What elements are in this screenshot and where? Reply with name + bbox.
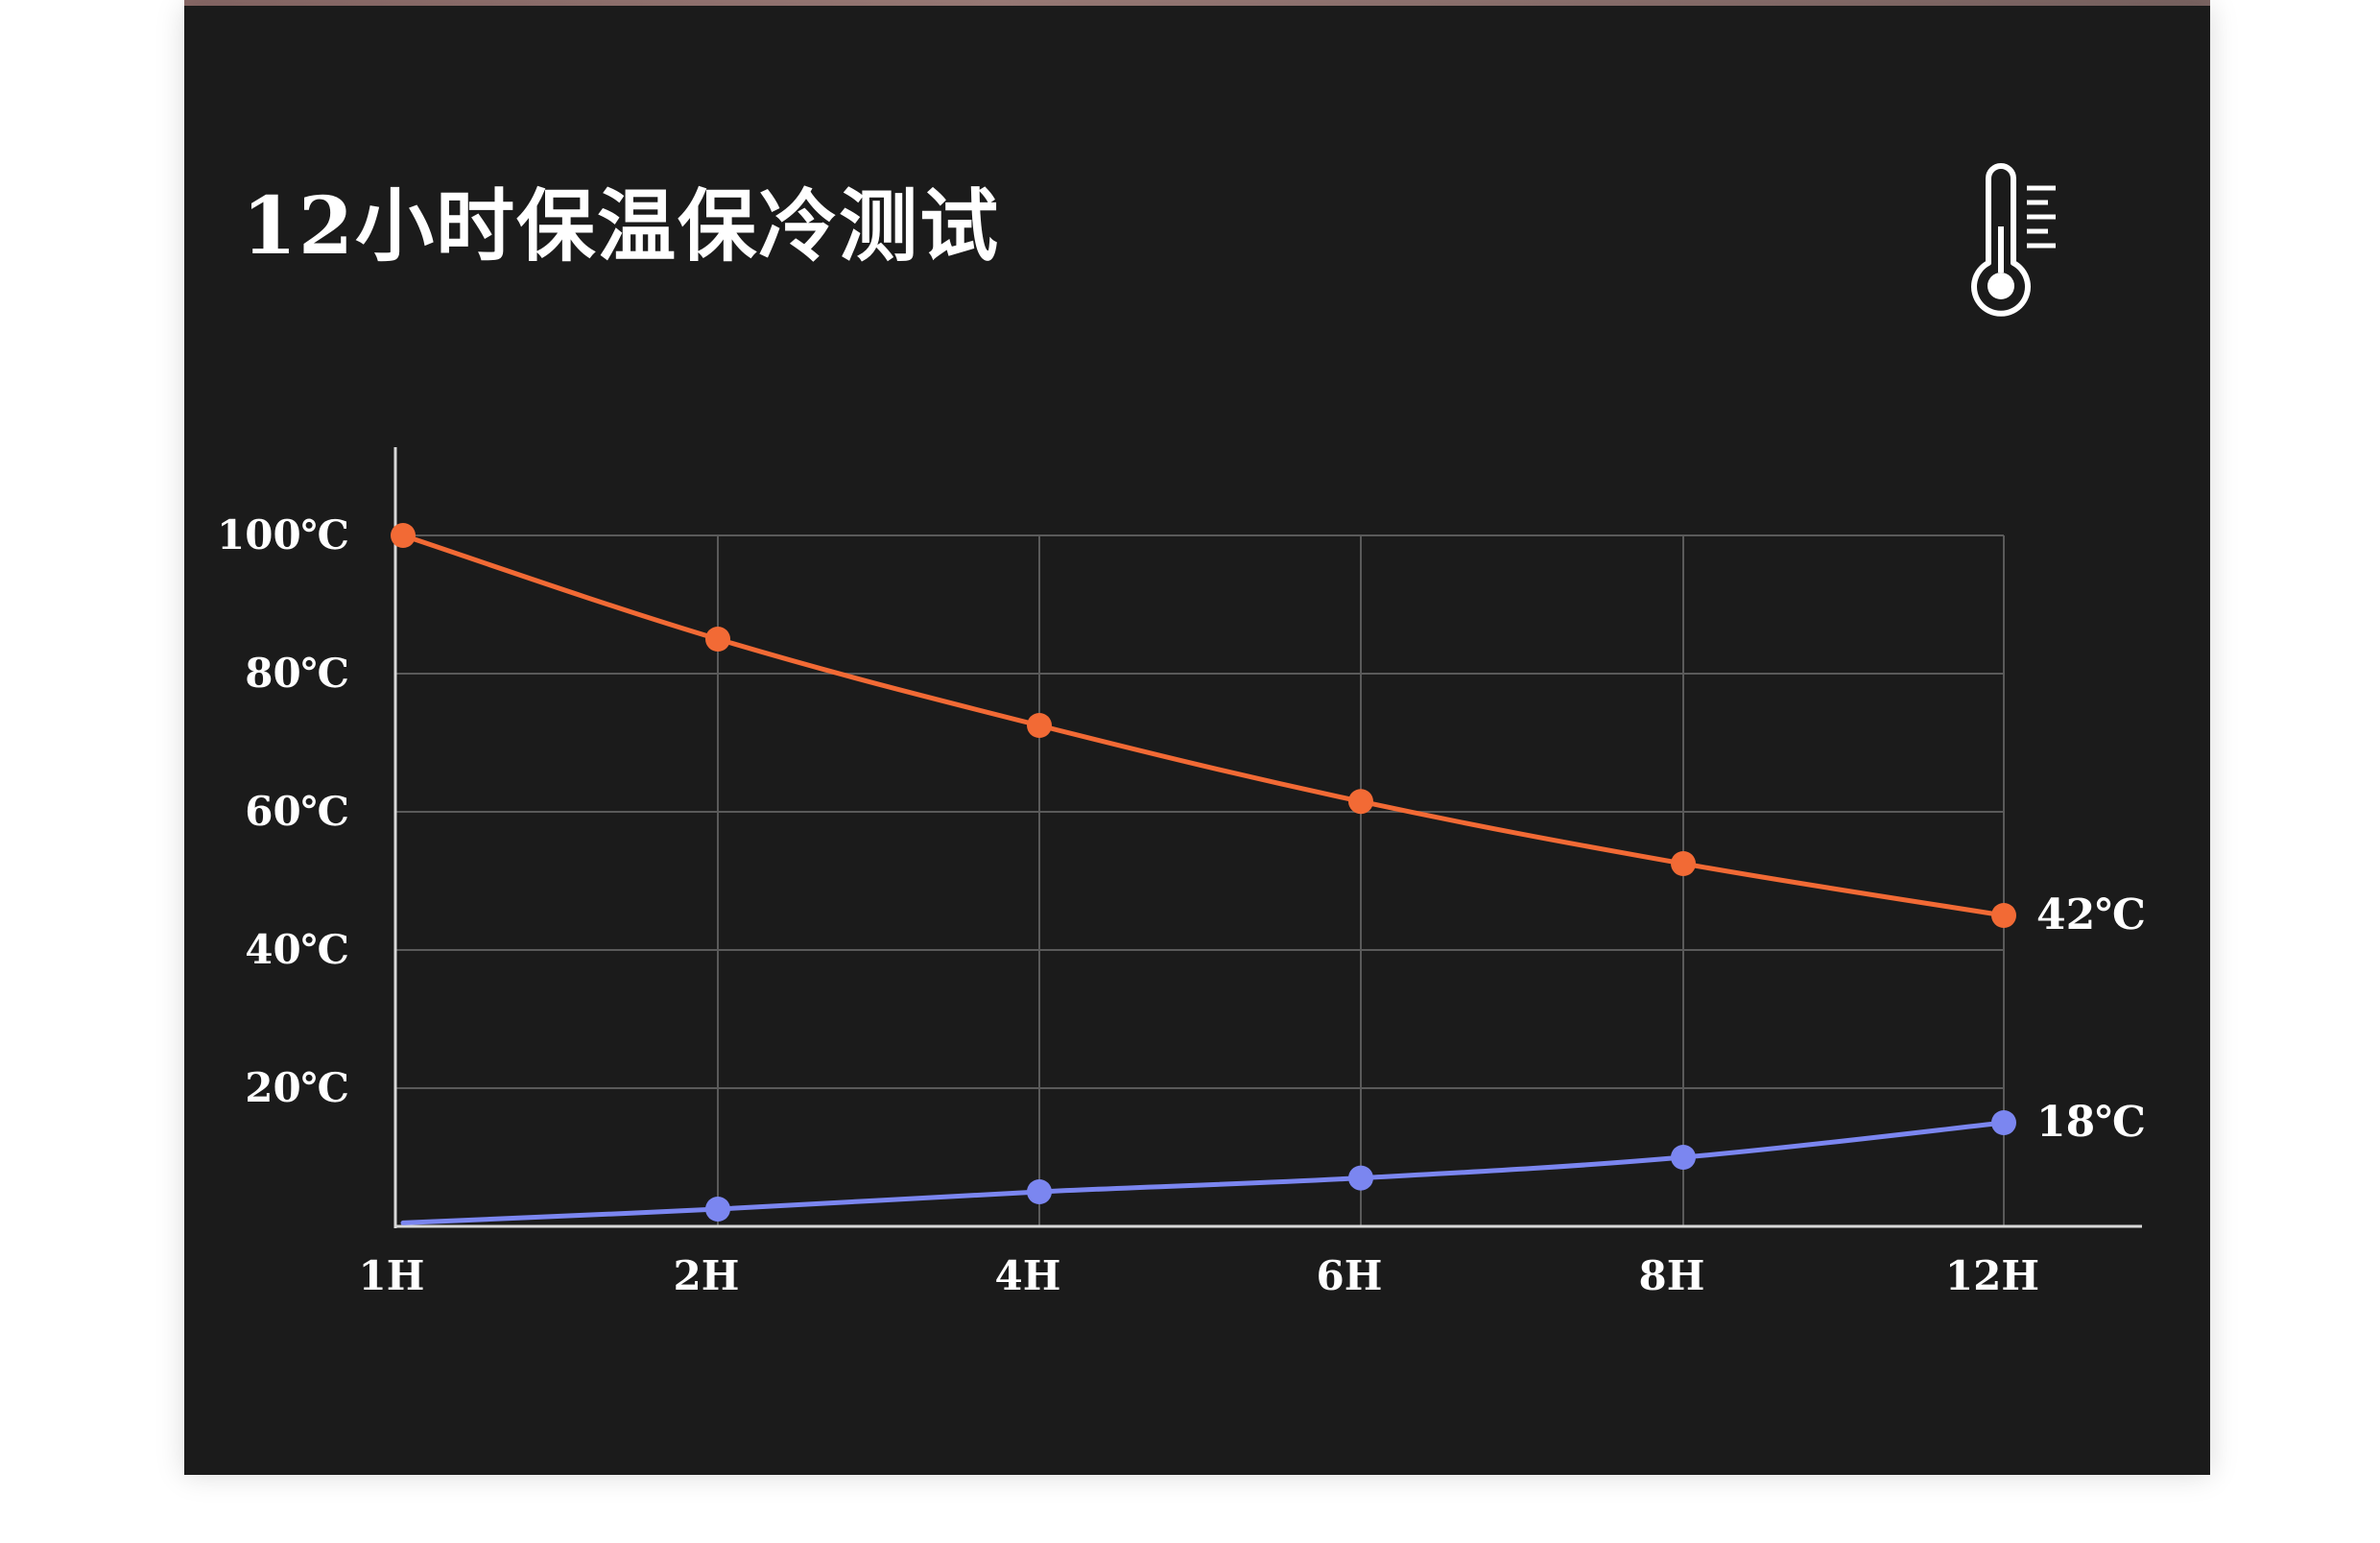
y-tick-label: 100℃ xyxy=(217,511,349,558)
top-image-strip xyxy=(184,0,2210,6)
data-point-cold xyxy=(705,1197,730,1222)
temperature-line-chart: 100℃ 80℃ 60℃ 40℃ 20℃ 1H 2H 4H 6H 8H 12H 42℃ 18℃ xyxy=(217,447,2146,1299)
x-tick-label: 6H xyxy=(1317,1252,1383,1299)
chart-panel: 12小时保温保冷测试 100℃ 80℃ 60℃ 40℃ 20℃ 1H 2H 4H 6H 8H 12H… xyxy=(184,6,2210,1475)
x-tick-label: 8H xyxy=(1639,1252,1705,1299)
x-tick-label: 4H xyxy=(995,1252,1061,1299)
thermometer-icon xyxy=(1971,163,2056,317)
data-point-hot xyxy=(391,523,416,548)
x-tick-label: 1H xyxy=(359,1252,425,1299)
data-point-cold xyxy=(1991,1110,2016,1135)
data-point-hot xyxy=(1348,789,1373,815)
x-tick-label: 2H xyxy=(674,1252,740,1299)
y-tick-label: 80℃ xyxy=(245,650,349,697)
y-tick-label: 60℃ xyxy=(245,788,349,835)
series-line-hot xyxy=(400,533,2007,918)
end-value-label-cold: 18℃ xyxy=(2036,1098,2146,1147)
data-point-hot xyxy=(1991,903,2016,928)
data-point-cold xyxy=(1027,1179,1052,1204)
x-tick-label: 12H xyxy=(1945,1252,2039,1299)
data-point-cold xyxy=(1671,1145,1696,1170)
chart-title: 12小时保温保冷测试 xyxy=(242,180,1001,273)
series-line-cold xyxy=(400,1120,2007,1225)
y-tick-label: 40℃ xyxy=(245,926,349,973)
data-point-hot xyxy=(1027,713,1052,738)
data-point-cold xyxy=(1348,1165,1373,1191)
y-tick-label: 20℃ xyxy=(245,1064,349,1111)
data-point-hot xyxy=(1671,851,1696,876)
data-point-hot xyxy=(705,627,730,652)
end-value-label-hot: 42℃ xyxy=(2036,890,2146,939)
